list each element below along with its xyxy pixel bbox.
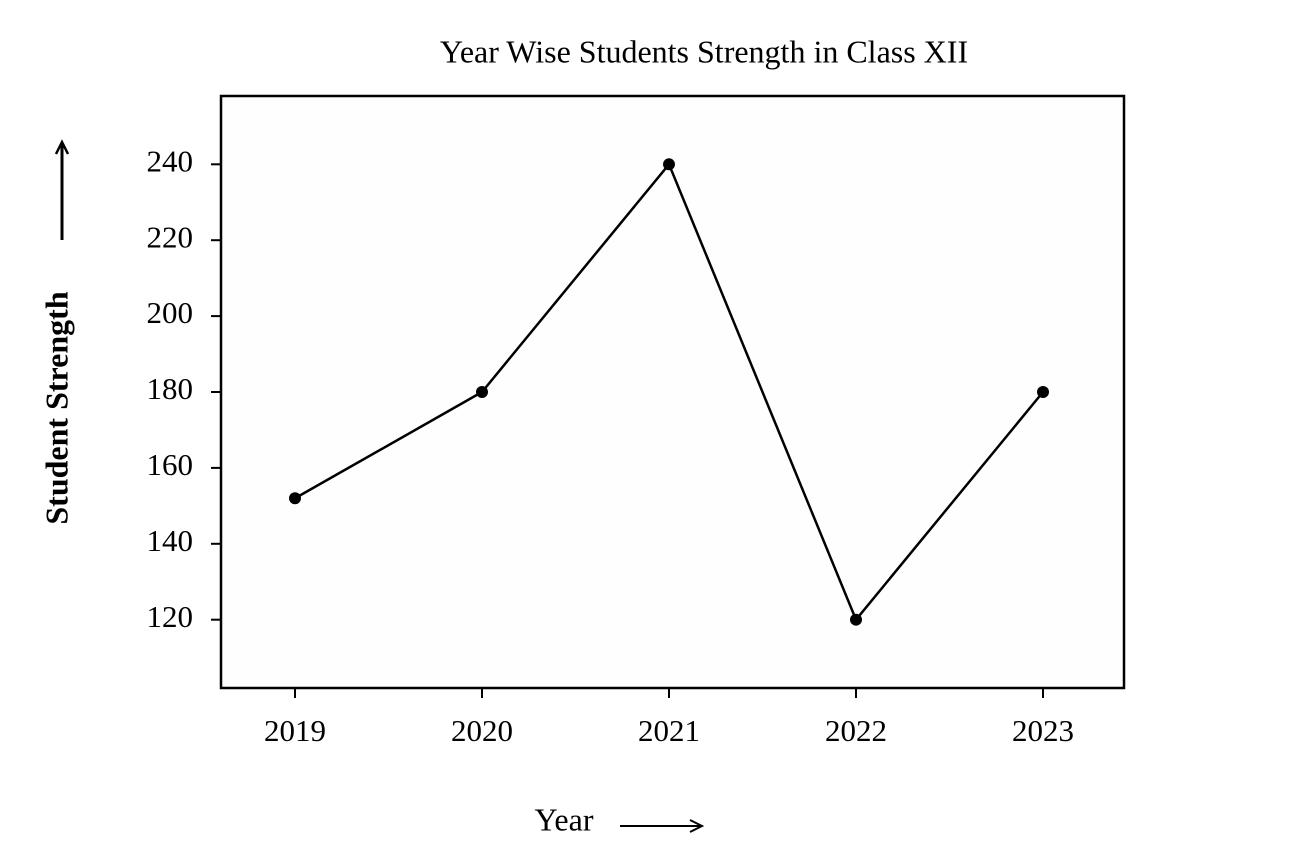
point: [476, 386, 488, 398]
x-tick-label: 2023: [1012, 713, 1074, 748]
x-tick-label: 2022: [825, 713, 887, 748]
plot-frame: [219, 94, 1126, 690]
x-tick-label: 2021: [638, 713, 700, 748]
point: [1037, 386, 1049, 398]
y-tick-label: 180: [147, 371, 194, 406]
y-tick-label: 120: [147, 599, 194, 634]
x-arrow: [620, 819, 705, 833]
x-tick-label: 2020: [451, 713, 513, 748]
y-axis-label: Student Strength: [38, 291, 74, 524]
point: [289, 492, 301, 505]
point: [850, 613, 862, 626]
y-tick-label: 240: [147, 143, 194, 178]
chart-title: Year Wise Students Strength in Class XII: [440, 33, 968, 69]
y-tick-label: 220: [147, 219, 194, 254]
y-tick-label: 160: [147, 447, 194, 482]
point: [663, 158, 675, 171]
y-tick-label: 140: [147, 523, 194, 558]
y-tick-label: 200: [147, 295, 194, 330]
x-tick-label: 2019: [264, 713, 326, 748]
y-arrow: [54, 139, 70, 240]
x-axis-label: Year: [535, 801, 594, 837]
